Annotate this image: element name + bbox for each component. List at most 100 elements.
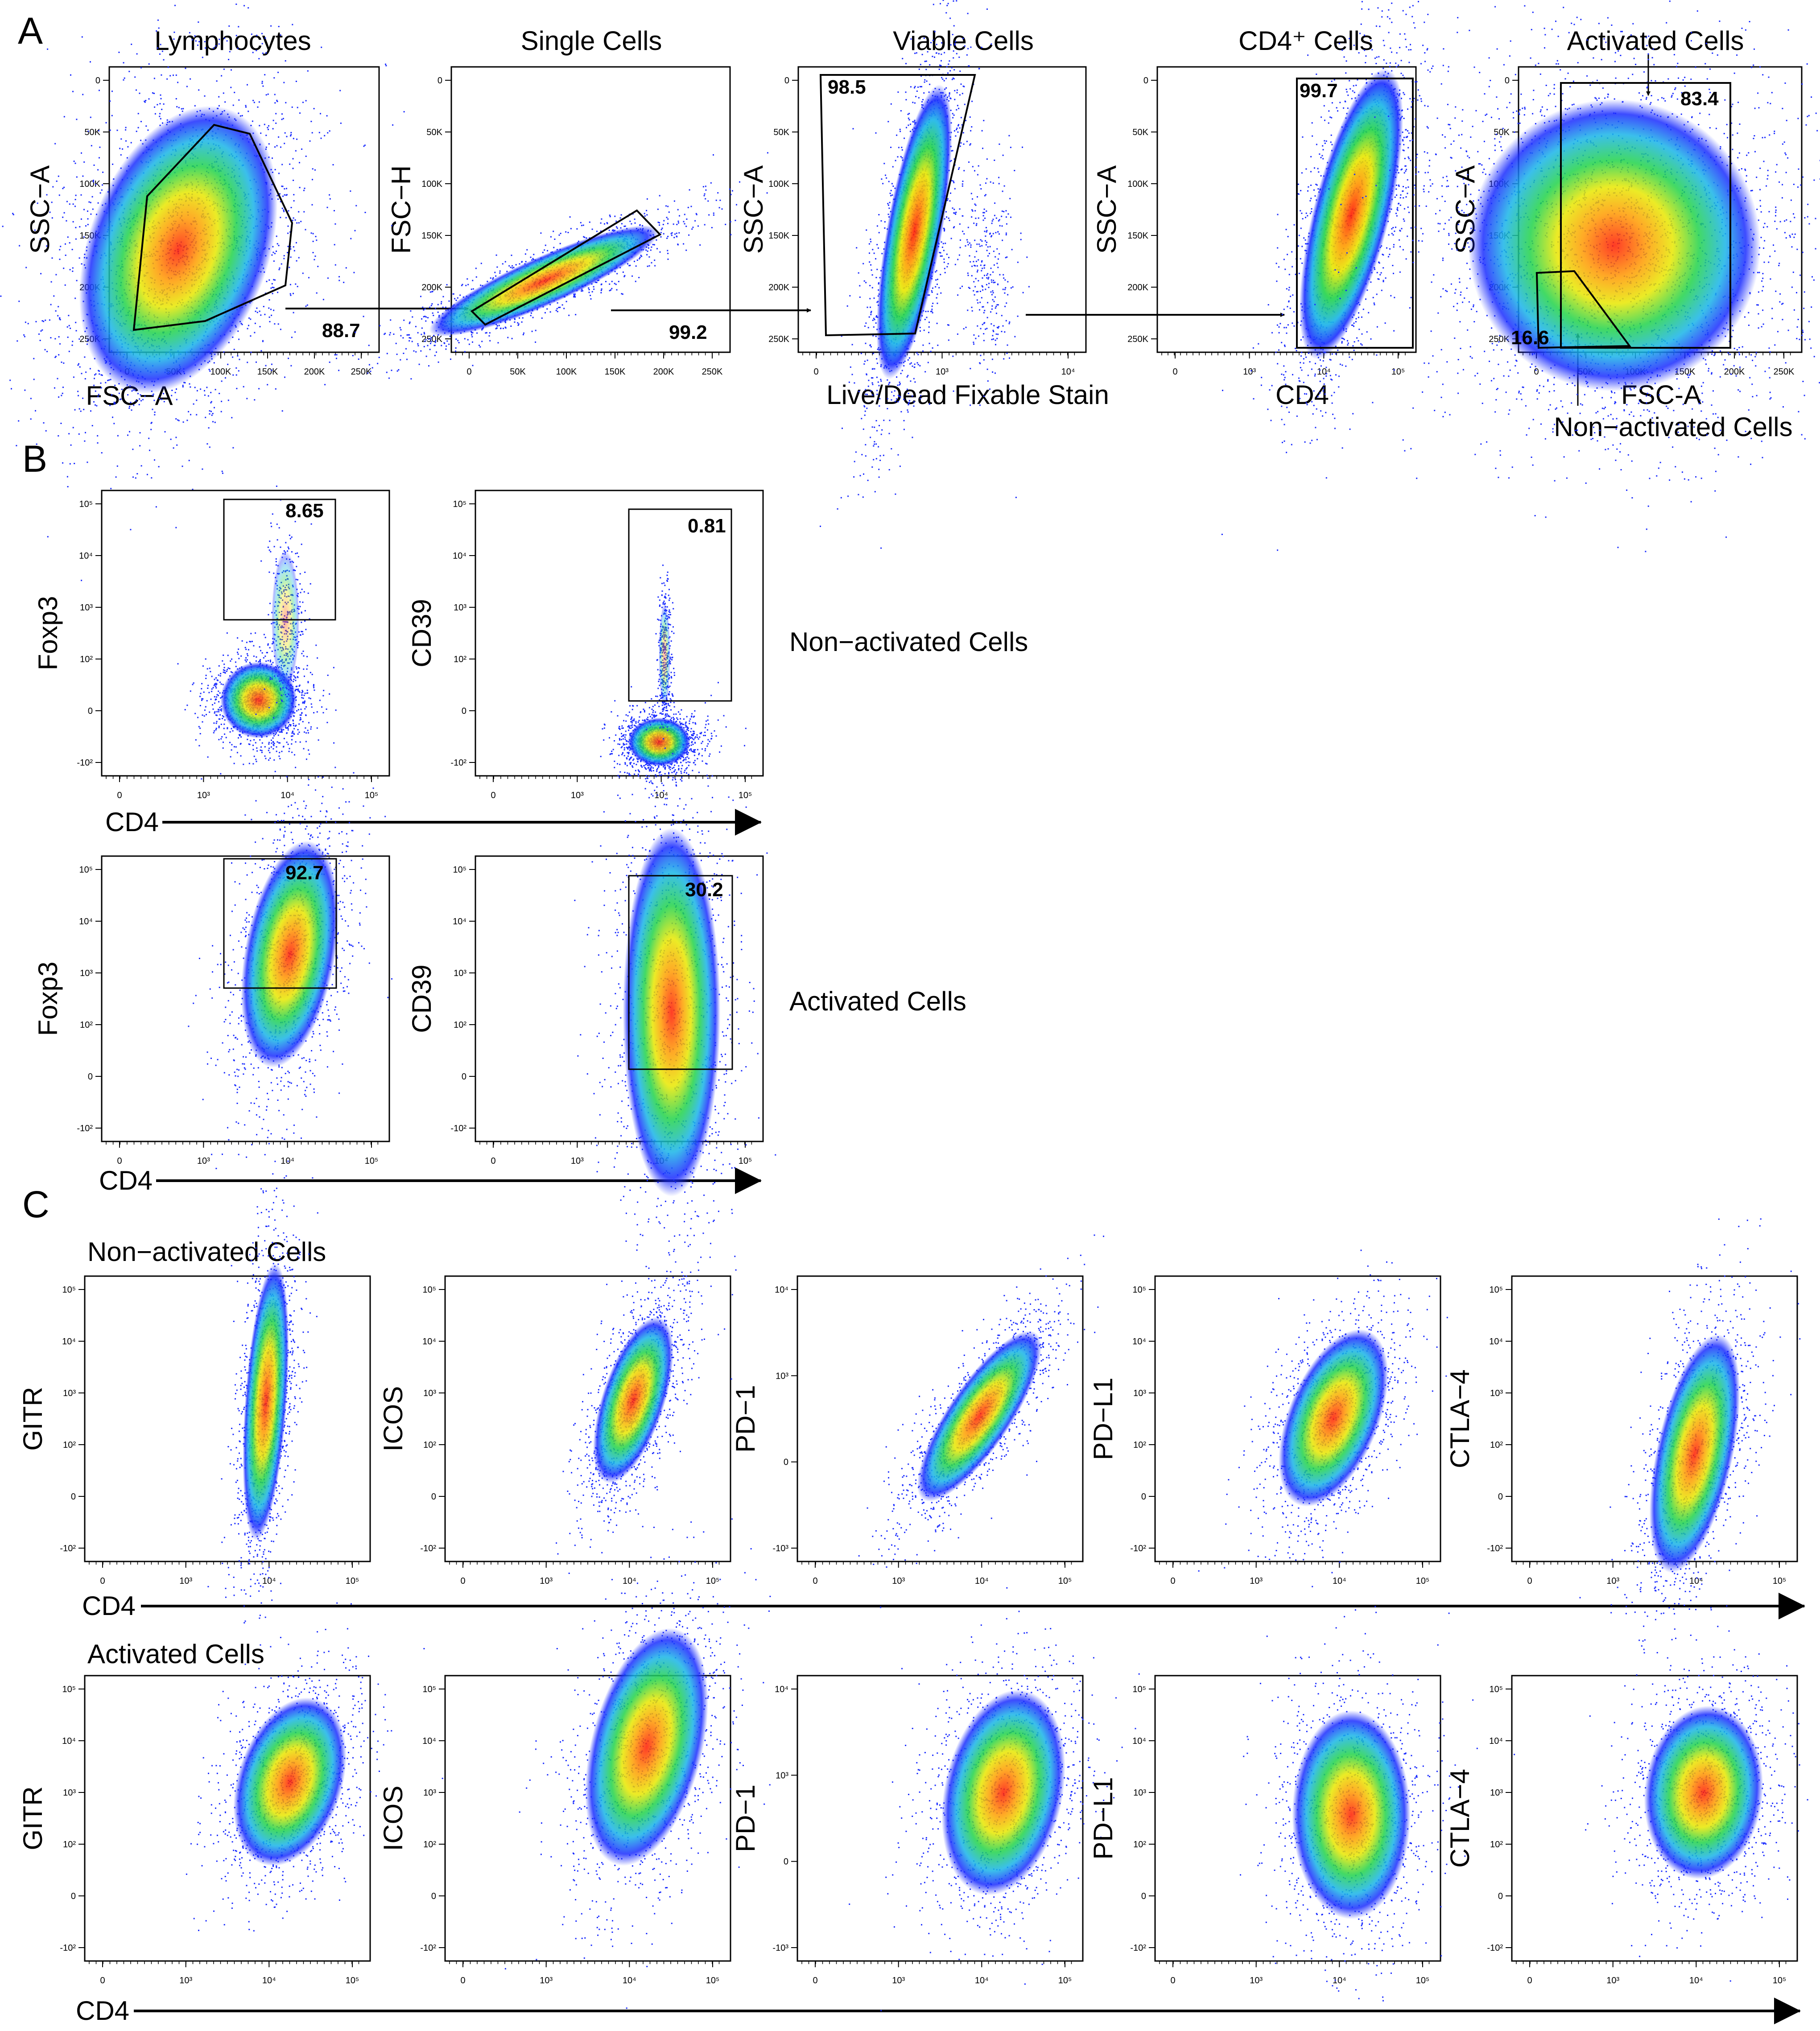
x-tick-label: 0	[1527, 1976, 1532, 1986]
y-tick-label: 10²	[63, 1840, 76, 1850]
event-cloud	[504, 1521, 771, 2009]
gate-value: 98.5	[828, 76, 866, 98]
row-b-label-activated: Activated Cells	[789, 986, 966, 1016]
y-tick-label: 200K	[768, 283, 789, 292]
section-letter-c: C	[22, 1183, 50, 1225]
x-tick-label: 0	[117, 1156, 122, 1166]
y-tick-label: 50K	[1132, 128, 1148, 137]
row-a-non-activated-label: Non−activated Cells	[1554, 412, 1792, 442]
x-tick-label: 50K	[510, 367, 526, 377]
section-letter-b: B	[22, 438, 47, 480]
y-tick-label: 250K	[421, 334, 442, 344]
row-c-plot-1-4: 0 10³ 10⁴ 10⁵ 10⁵ 10⁴ 10³ 10² 0 -10² PD−L1	[1088, 1249, 1448, 1679]
event-cloud	[186, 1602, 443, 1932]
activated-gate	[1560, 82, 1731, 349]
event-cloud	[207, 1125, 318, 1722]
y-tick-label: -10³	[772, 1544, 788, 1553]
x-tick-label: 0	[1172, 367, 1177, 377]
x-tick-label: 10³	[1250, 1976, 1263, 1986]
y-axis-label: Foxp3	[33, 962, 63, 1036]
y-tick-label: 10⁵	[453, 499, 466, 509]
event-cloud	[574, 675, 776, 1520]
x-tick-label: 0	[117, 791, 122, 800]
x-tick-label: 0	[1170, 1576, 1175, 1586]
y-tick-label: 10²	[80, 655, 93, 664]
y-tick-label: 0	[784, 1857, 788, 1867]
lymphocyte-gate	[132, 124, 293, 331]
gate-value: 8.65	[285, 500, 324, 522]
section-letter-a: A	[18, 10, 43, 52]
row-a-ylabel-3: SSC−A	[739, 165, 768, 254]
density-core	[1468, 99, 1761, 391]
x-tick-label: 10⁵	[1058, 1976, 1072, 1986]
y-tick-label: 10⁵	[1489, 1285, 1503, 1295]
x-tick-label: 10⁵	[1058, 1576, 1072, 1586]
y-tick-label: 0	[71, 1492, 76, 1502]
x-tick-label: 10⁵	[706, 1976, 720, 1986]
y-tick-label: 0	[1498, 1492, 1503, 1502]
event-cloud	[1240, 1606, 1515, 2002]
density-core	[593, 1317, 673, 1483]
x-tick-label: 0	[466, 367, 471, 377]
y-tick-label: 10⁵	[422, 1685, 436, 1694]
event-cloud	[849, 1587, 1140, 2011]
row-a-title-single-cells: Single Cells	[521, 26, 662, 56]
y-tick-label: 10⁴	[775, 1685, 788, 1694]
density-core	[220, 662, 297, 738]
y-tick-label: 10⁴	[79, 917, 93, 927]
density-core	[627, 717, 691, 766]
x-tick-label: 10⁴	[623, 1976, 636, 1986]
x-tick-label: 10⁴	[1689, 1576, 1703, 1586]
y-tick-label: 10⁴	[62, 1736, 76, 1746]
y-tick-label: -10²	[1487, 1943, 1503, 1953]
y-tick-label: 10⁵	[1132, 1685, 1146, 1694]
event-cloud	[188, 709, 392, 1201]
y-tick-label: 0	[784, 1458, 788, 1467]
y-tick-label: 10²	[454, 655, 466, 664]
y-tick-label: -10²	[1130, 1544, 1146, 1553]
y-tick-label: 10³	[776, 1371, 788, 1381]
row-a-title-activated-cells: Activated Cells	[1567, 26, 1744, 56]
x-tick-label: 0	[491, 791, 495, 800]
y-tick-label: 0	[431, 1492, 436, 1502]
row-a-ylabel-2: FSC−H	[386, 165, 416, 254]
density-core	[876, 84, 952, 379]
x-tick-label: 100K	[210, 367, 231, 377]
x-tick-label: 0	[813, 1576, 817, 1586]
row-a-ylabel-4: SSC−A	[1092, 165, 1122, 254]
y-tick-label: 10⁴	[422, 1337, 436, 1347]
y-tick-label: 150K	[421, 231, 442, 241]
x-tick-label: 10³	[936, 367, 949, 377]
x-tick-label: 10³	[197, 1156, 210, 1166]
x-tick-label: 0	[813, 1976, 817, 1986]
y-tick-label: -10²	[77, 758, 93, 768]
y-tick-label: 10³	[454, 968, 466, 978]
y-tick-label: 10⁵	[79, 499, 93, 509]
row-c-markers: Non−activated Cells Activated Cells CD4 …	[76, 1237, 1805, 2026]
event-cloud	[655, 564, 675, 740]
y-tick-label: 10⁵	[422, 1285, 436, 1295]
row-a-plot-2: 0 50K 100K 150K 200K 250K 0 50K 100K 150K 200K 250K	[421, 66, 731, 377]
y-axis-label: CTLA−4	[1445, 1769, 1475, 1868]
gate	[223, 858, 337, 989]
gate-value: 92.7	[285, 862, 324, 884]
event-dots	[188, 709, 392, 1201]
event-cloud	[177, 631, 334, 807]
x-tick-label: 0	[100, 1576, 105, 1586]
x-tick-label: 10⁵	[706, 1576, 720, 1586]
density-core	[659, 603, 670, 708]
row-c-title-nonactivated: Non−activated Cells	[87, 1237, 326, 1267]
gate	[628, 875, 733, 1070]
density-core	[233, 1697, 347, 1866]
row-c-plot-1-3: 0 10³ 10⁴ 10⁵ 10⁴ 10³ 0 -10³ PD−1	[730, 1234, 1104, 1608]
event-cloud	[329, 128, 854, 380]
x-tick-label: 10⁵	[365, 791, 379, 800]
row-c-plot-2-3: 0 10³ 10⁴ 10⁵ 10⁴ 10³ 0 -10³ PD−1	[730, 1587, 1140, 2011]
row-b-plot-4: 0 10³ 10⁴ 10⁵ 10⁵ 10⁴ 10³ 10² 0 -10² 30.2 CD39	[407, 675, 776, 1520]
row-a-plot-5-data: 83.4 16.6	[1311, 0, 1820, 552]
y-tick-label: 0	[462, 706, 466, 716]
row-c-plot-2-2: 0 10³ 10⁴ 10⁵ 10⁵ 10⁴ 10³ 10² 0 -10² ICOS	[378, 1521, 771, 2009]
y-tick-label: 10³	[776, 1771, 788, 1780]
y-tick-label: 10⁴	[453, 551, 466, 561]
y-tick-label: -10²	[420, 1544, 436, 1553]
